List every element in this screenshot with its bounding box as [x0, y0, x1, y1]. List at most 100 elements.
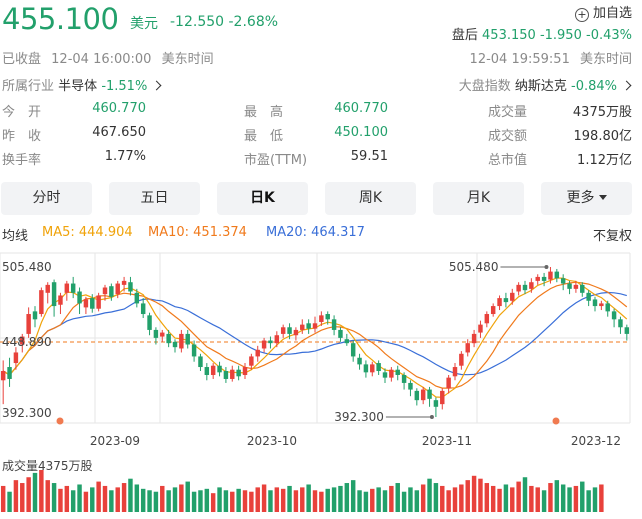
- volume-bar: [217, 487, 222, 512]
- after-hours-timezone: 美东时间: [579, 52, 632, 67]
- volume-bar: [102, 485, 108, 512]
- candle-body: [223, 371, 229, 379]
- quote-timezone: 美东时间: [161, 52, 214, 67]
- volume-bar: [166, 490, 171, 512]
- event-marker: [552, 417, 560, 425]
- volume-bar: [446, 490, 451, 512]
- volume-bar: [573, 485, 579, 512]
- candle-body: [230, 369, 235, 379]
- tab-daily-k[interactable]: 日K: [217, 182, 308, 215]
- candle-body: [287, 327, 292, 334]
- candle-body: [45, 284, 50, 293]
- volume-bar: [249, 491, 254, 512]
- period-tabs: 分时 五日 日K 周K 月K 更多: [0, 182, 642, 216]
- volume-bar: [51, 483, 57, 512]
- candle-body: [344, 339, 350, 344]
- index-link[interactable]: 大盘指数 纳斯达克 -0.84%: [458, 75, 632, 94]
- candle-body: [471, 333, 477, 344]
- volume-bar: [300, 487, 305, 512]
- candle-body: [554, 271, 560, 279]
- volume-bar: [516, 481, 521, 512]
- candle-body: [0, 371, 6, 381]
- volume-bar: [77, 484, 82, 512]
- index-label: 大盘指数: [458, 79, 511, 94]
- stat-label: 换手率: [2, 153, 42, 168]
- stat-label: 今 开: [2, 105, 42, 120]
- industry-link[interactable]: 所属行业 半导体 -1.51%: [2, 75, 162, 94]
- after-hours-label: 盘后: [451, 28, 478, 43]
- volume-bar: [115, 487, 120, 512]
- volume-bar: [242, 490, 248, 512]
- tab-monthly-k[interactable]: 月K: [433, 182, 524, 215]
- volume-bar: [325, 488, 330, 512]
- volume-bar: [121, 483, 127, 512]
- volume-bar: [293, 490, 299, 512]
- tab-intraday[interactable]: 分时: [1, 182, 92, 215]
- candle-body: [408, 382, 413, 390]
- volume-bar: [140, 488, 146, 512]
- ma10-legend: MA10: 451.374: [148, 225, 247, 240]
- min-annotation-label: 392.300: [334, 410, 384, 424]
- candle-body: [242, 367, 248, 375]
- adjust-selector[interactable]: 不复权: [592, 229, 632, 244]
- tab-weekly-k[interactable]: 周K: [325, 182, 416, 215]
- volume-bar: [96, 481, 101, 512]
- price-axis-label: 505.480: [2, 260, 52, 274]
- stat-value: 460.770: [334, 101, 388, 116]
- volume-bar: [497, 488, 502, 512]
- stat-value: 460.770: [92, 101, 146, 116]
- volume-bar: [7, 491, 12, 512]
- candle-body: [20, 336, 25, 345]
- ma5-legend: MA5: 444.904: [42, 225, 133, 240]
- volume-bar: [459, 484, 464, 512]
- candle-body: [121, 280, 127, 285]
- volume-bar: [128, 478, 133, 512]
- plus-icon: +: [574, 8, 589, 22]
- min-annotation-dot: [429, 415, 434, 419]
- tab-five-day[interactable]: 五日: [109, 182, 200, 215]
- candle-body: [319, 315, 324, 322]
- volume-bar: [32, 472, 38, 512]
- candle-body: [109, 286, 114, 297]
- volume-bar: [319, 491, 324, 512]
- candle-body: [204, 367, 210, 375]
- add-favorite-button[interactable]: + 加自选: [574, 2, 632, 22]
- volume-bar: [580, 481, 585, 512]
- candle-body: [77, 291, 82, 304]
- volume-bar: [312, 490, 318, 512]
- add-favorite-label: 加自选: [592, 6, 632, 21]
- candle-body: [153, 329, 159, 338]
- volume-bar: [306, 484, 311, 512]
- volume-bar: [39, 470, 44, 512]
- candle-body: [592, 299, 598, 307]
- volume-bar: [331, 487, 337, 512]
- candle-body: [586, 292, 591, 301]
- volume-bar: [452, 487, 458, 512]
- volume-bar: [592, 487, 598, 512]
- volume-bar: [255, 487, 260, 512]
- after-hours-price: 453.150: [482, 28, 536, 43]
- candle-body: [338, 329, 343, 338]
- volume-bar: [83, 491, 89, 512]
- tab-more[interactable]: 更多: [541, 182, 632, 215]
- volume-bar: [261, 484, 267, 512]
- candle-body: [541, 276, 547, 281]
- current-price: 455.100: [2, 2, 119, 36]
- x-axis-label: 2023-10: [247, 434, 297, 448]
- candle-body: [325, 314, 330, 320]
- volume-bar: [210, 493, 216, 512]
- candle-body: [599, 303, 604, 307]
- candle-body: [134, 292, 140, 304]
- candle-body: [433, 400, 439, 407]
- candle-body: [166, 333, 171, 344]
- volume-bar: [160, 485, 165, 512]
- candle-body: [261, 340, 267, 349]
- volume-bar: [510, 487, 515, 512]
- candle-body: [573, 284, 579, 289]
- max-annotation-label: 505.480: [449, 260, 499, 274]
- after-hours-percent: -0.43%: [586, 28, 632, 43]
- candle-body: [249, 356, 254, 366]
- candle-body: [516, 284, 521, 292]
- volume-bar: [408, 487, 413, 512]
